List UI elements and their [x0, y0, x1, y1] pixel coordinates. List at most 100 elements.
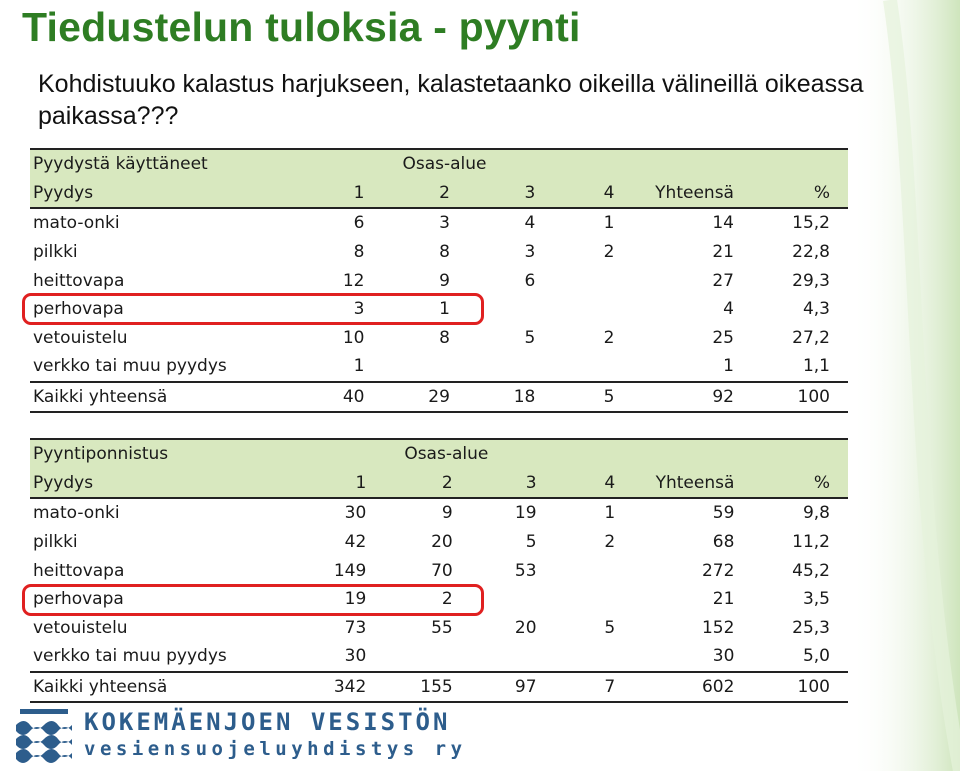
table-cell: 1: [604, 503, 616, 524]
table-cell: 10: [342, 327, 365, 348]
table-cell: heittovapa: [33, 560, 125, 581]
table-cell: [553, 352, 632, 382]
page-title: Tiedustelun tuloksia - pyynti: [22, 4, 581, 50]
table-cell: 29: [382, 380, 468, 414]
table-cell: 8: [353, 242, 365, 263]
table-cell: 14: [712, 213, 734, 234]
table-cell: 1,1: [802, 356, 830, 377]
table-cell: verkko tai muu pyydys: [33, 356, 227, 377]
table-cell: 55: [431, 617, 453, 638]
table-cell: 40: [304, 380, 383, 414]
table-cell: [555, 642, 634, 672]
table-cell: 2: [603, 242, 615, 263]
table-cell: 18: [467, 380, 554, 414]
table-cell: 53: [514, 560, 537, 581]
table-group-label: Pyydystä käyttäneet: [30, 148, 305, 179]
table-cell: 45,2: [792, 560, 830, 581]
table-cell: 19: [344, 589, 367, 610]
table-row-highlighted: perhovapa 3 1 4 4,3: [30, 295, 848, 324]
table-cell: 19: [514, 503, 537, 524]
table-row: vetouistelu 10 8 5 2 25 27,2: [30, 324, 848, 353]
table-cell: [555, 556, 634, 585]
column-header: %: [752, 468, 848, 500]
page-subtitle: Kohdistuuko kalastus harjukseen, kalaste…: [38, 70, 864, 130]
decorative-side-band: [850, 0, 960, 771]
table-cell: 42: [344, 532, 367, 553]
table-cell: 152: [701, 617, 735, 638]
table-cell: 9: [441, 503, 453, 524]
table-cell: 5: [524, 327, 536, 348]
table-row: heittovapa 149 70 53 272 45,2: [30, 556, 848, 585]
water-waves-logo-icon: [16, 709, 72, 763]
table-cell: 6: [524, 270, 536, 291]
table-cell: 20: [431, 532, 453, 553]
table-cell: 2: [604, 532, 616, 553]
table-cell: 29,3: [792, 270, 830, 291]
table-cell: 1: [353, 356, 365, 377]
table-cell: 4: [524, 213, 536, 234]
table-row: verkko tai muu pyydys 30 30 5,0: [30, 642, 848, 672]
table-cell: mato-onki: [33, 503, 120, 524]
table-cell: 30: [712, 646, 735, 667]
table-cell: 70: [431, 560, 453, 581]
table-cell: 5: [553, 380, 633, 414]
table-cell: 272: [701, 560, 735, 581]
table-cell: 342: [303, 670, 385, 704]
column-header: Pyydys: [30, 178, 305, 210]
table-cell: 22,8: [792, 242, 830, 263]
table-cell: [555, 585, 634, 614]
table-row: pilkki 42 20 5 2 68 11,2: [30, 528, 848, 557]
table-cell: 1: [723, 356, 734, 377]
table-total-row: Kaikki yhteensä 342 155 97 7 602 100: [30, 670, 848, 704]
table-cell: [382, 352, 467, 382]
column-header: 1: [303, 468, 385, 500]
table-cell: 27,2: [792, 327, 830, 348]
table-cell: 21: [712, 589, 735, 610]
table-cell: 21: [712, 242, 734, 263]
table-cell: 4: [723, 299, 734, 320]
table-cell: 5: [604, 617, 616, 638]
table-cell: 6: [353, 213, 365, 234]
table-row: mato-onki 6 3 4 1 14 15,2: [30, 208, 848, 238]
column-header: 3: [470, 468, 555, 500]
table-cell: perhovapa: [33, 589, 124, 610]
table-cell: [384, 642, 470, 672]
area-label: Osas-alue: [384, 438, 555, 469]
table-cell: verkko tai muu pyydys: [33, 646, 227, 667]
table-cell: [471, 642, 555, 672]
table-cell: 3: [439, 213, 450, 234]
table-row: vetouistelu 73 55 20 5 152 25,3: [30, 614, 848, 643]
table-group-header-row: Pyydystä käyttäneet Osas-alue: [30, 148, 848, 179]
table-row: heittovapa 12 9 6 27 29,3: [30, 266, 848, 295]
table-cell: 602: [633, 670, 753, 704]
table-cell: Kaikki yhteensä: [30, 380, 305, 414]
column-header: Pyydys: [30, 468, 304, 500]
table-cell: [553, 266, 632, 295]
table-cell: 149: [333, 560, 367, 581]
column-header: Yhteensä: [633, 468, 753, 500]
table-cell: 5: [525, 532, 537, 553]
table-cell: vetouistelu: [33, 327, 128, 348]
table-cell: 1: [439, 299, 450, 320]
table-cell: 9,8: [802, 503, 830, 524]
column-header: 4: [554, 468, 634, 500]
table-total-row: Kaikki yhteensä 40 29 18 5 92 100: [30, 380, 848, 414]
table-cell: 68: [712, 532, 735, 553]
table-column-header-row: Pyydys 1 2 3 4 Yhteensä %: [30, 178, 848, 210]
column-header: Yhteensä: [632, 178, 752, 210]
table-cell: 8: [439, 327, 450, 348]
table-cell: 2: [603, 327, 615, 348]
table-group-header-row: Pyyntiponnistus Osas-alue: [30, 438, 848, 469]
table-cell: 30: [344, 646, 367, 667]
catch-users-table: Pyydystä käyttäneet Osas-alue Pyydys 1 2…: [30, 148, 848, 414]
table-cell: 1: [603, 213, 615, 234]
area-label: Osas-alue: [382, 148, 554, 179]
table-cell: 8: [439, 242, 450, 263]
column-header: %: [751, 178, 848, 210]
logo-line2: vesiensuojeluyhdistys ry: [84, 738, 467, 760]
table-cell: pilkki: [33, 532, 78, 553]
logo-line1: KOKEMÄENJOEN VESISTÖN: [84, 708, 451, 736]
table-row: mato-onki 30 9 19 1 59 9,8: [30, 498, 848, 528]
table-cell: 11,2: [792, 532, 830, 553]
table-cell: 2: [441, 589, 453, 610]
